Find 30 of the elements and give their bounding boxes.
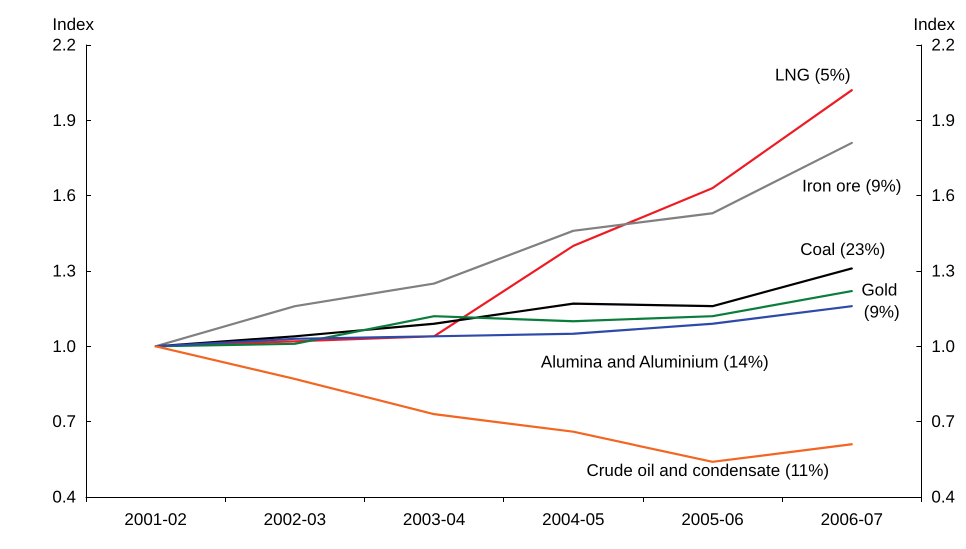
series-label: Alumina and Aluminium (14%) (540, 352, 769, 372)
x-tick-label: 2006-07 (820, 510, 883, 529)
line-series (154, 345, 853, 463)
series-label: Coal (23%) (800, 240, 886, 259)
x-tick-label: 2005-06 (681, 510, 744, 529)
y-tick-label: 1.9 (52, 110, 76, 130)
y-tick-label: 1.6 (52, 186, 76, 206)
series-label: Gold (9%) (861, 280, 902, 322)
y2-tick-label: 1.6 (931, 186, 956, 206)
x-tick-label: 2003-04 (402, 510, 466, 529)
x-tick-label: 2004-05 (542, 510, 604, 529)
y-tick-label: 1.3 (52, 262, 76, 280)
y-tick-label: 0.4 (52, 488, 76, 506)
x-tick-label: 2002-03 (264, 510, 326, 529)
y2-tick-label: 1.0 (931, 336, 956, 356)
y2-tick-label: 0.7 (931, 412, 956, 432)
series-label: Iron ore (9%) (802, 176, 902, 196)
line-series (154, 305, 853, 348)
series-label: LNG (5%) (774, 66, 851, 85)
series-label: Crude oil and condensate (11%) (586, 460, 830, 480)
y2-tick-label: 2.2 (931, 36, 956, 54)
y2-tick-label: 0.4 (931, 488, 956, 506)
y2-tick-label: 1.3 (931, 262, 956, 280)
y-tick-label: 2.2 (52, 36, 76, 54)
y-tick-label: 0.7 (52, 412, 76, 432)
y2-axis-title: Index (913, 15, 956, 34)
x-tick-label: 2001-02 (124, 510, 187, 529)
y-axis-title: Index (52, 15, 94, 34)
y2-tick-label: 1.9 (931, 110, 956, 130)
y-tick-label: 1.0 (52, 336, 76, 356)
